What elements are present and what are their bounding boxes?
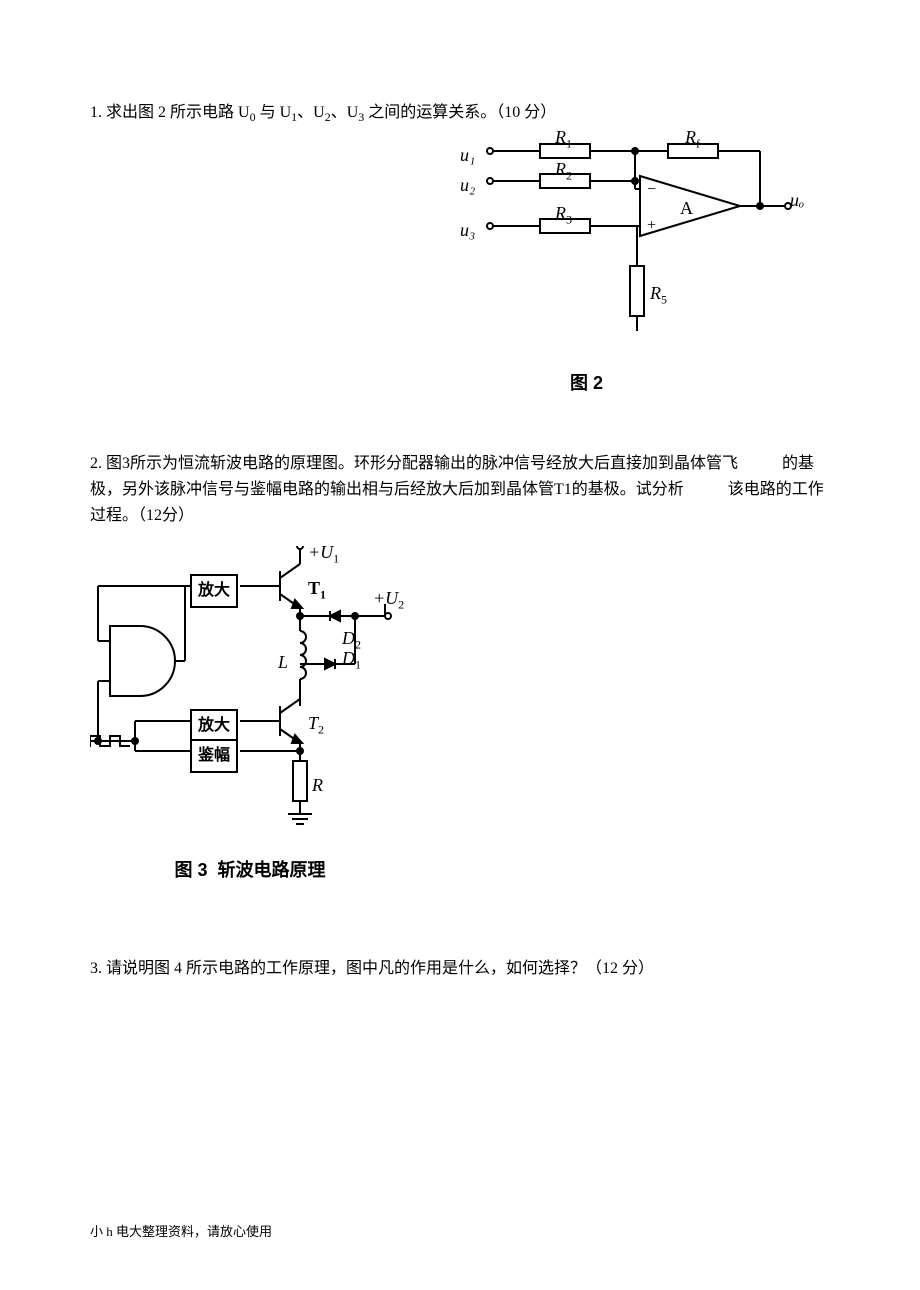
fig2-u3: u₃	[460, 216, 475, 245]
figure-2: u₁ u₂ u₃ uₒ R1 R2 R3 Rf R5 A − + 图 2	[440, 131, 800, 391]
q1-text: 求出图 2 所示电路 U0 与 U1、U2、U3 之间的运算关系。（10 分）	[106, 104, 556, 121]
fig3-T1: T1	[308, 574, 326, 605]
fig3-caption: 图 3 斩波电路原理	[110, 856, 390, 885]
question-1: 1. 求出图 2 所示电路 U0 与 U1、U2、U3 之间的运算关系。（10 …	[90, 100, 830, 391]
question-2: 2. 图3所示为恒流斩波电路的原理图。环形分配器输出的脉冲信号经放大后直接加到晶…	[90, 451, 830, 886]
fig3-amp1: 放大	[190, 574, 238, 608]
q1-number: 1.	[90, 104, 102, 121]
fig3-L: L	[278, 648, 288, 677]
fig3-U2: +U2	[373, 584, 404, 615]
fig2-circuit	[440, 131, 800, 351]
question-3: 3. 请说明图 4 所示电路的工作原理，图中凡的作用是什么，如何选择？（12 分…	[90, 956, 830, 982]
fig3-U1: +U1	[308, 538, 339, 569]
fig2-u2: u₂	[460, 171, 475, 200]
fig2-A: A	[680, 194, 693, 223]
fig3-detect: 鉴幅	[190, 739, 238, 773]
fig3-amp2: 放大	[190, 709, 238, 743]
fig2-R1: R1	[555, 123, 572, 154]
fig2-caption: 图 2	[570, 369, 603, 398]
q2-number: 2.	[90, 455, 102, 472]
fig2-Rf: Rf	[685, 123, 700, 154]
fig3-R: R	[312, 771, 323, 800]
fig2-plus: +	[647, 213, 656, 239]
fig2-R3: R3	[555, 199, 572, 230]
q3-number: 3.	[90, 960, 102, 977]
figure-3: 放大 放大 鉴幅 +U1 +U2 T1 T2 D2 D1 L R 图 3 斩波电…	[90, 546, 410, 886]
fig2-R5: R5	[650, 279, 667, 310]
fig2-uo: uₒ	[790, 186, 804, 215]
fig3-T2: T2	[308, 709, 324, 740]
q2-text: 图3所示为恒流斩波电路的原理图。环形分配器输出的脉冲信号经放大后直接加到晶体管飞…	[90, 455, 824, 523]
page-footer: 小 h 电大整理资料，请放心使用	[90, 1221, 272, 1240]
fig3-D1: D1	[342, 644, 361, 675]
q3-text: 请说明图 4 所示电路的工作原理，图中凡的作用是什么，如何选择？（12 分）	[106, 960, 654, 977]
fig2-R2: R2	[555, 155, 572, 186]
fig3-circuit	[90, 546, 410, 826]
fig2-minus: −	[647, 177, 656, 203]
fig2-u1: u₁	[460, 141, 475, 170]
